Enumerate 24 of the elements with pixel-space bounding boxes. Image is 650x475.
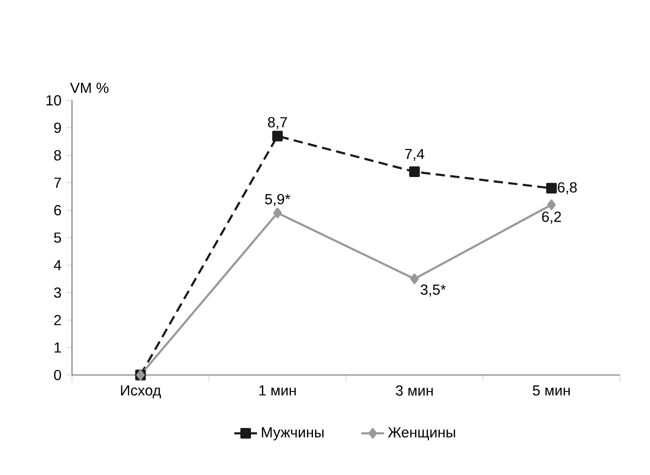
y-tick-label: 9: [54, 122, 61, 133]
y-tick-label: 1: [54, 342, 61, 353]
data-label: 3,5*: [420, 284, 446, 297]
legend-label: Мужчины: [262, 427, 324, 440]
y-axis-title: VM %: [70, 82, 108, 93]
y-tick-label: 8: [54, 150, 61, 160]
x-tick-label: 3 мин: [396, 385, 433, 396]
y-tick-label: 0: [54, 370, 62, 380]
y-tick-label: 2: [54, 314, 61, 326]
data-label: 6,2: [542, 212, 561, 224]
legend-label: Женщины: [388, 427, 456, 440]
x-tick-label: 5 мин: [532, 385, 570, 396]
y-tick-label: 5: [54, 232, 62, 243]
data-label: 7,4: [405, 148, 424, 161]
y-tick-label: 6: [54, 205, 61, 216]
y-tick-label: 3: [54, 287, 61, 298]
data-label: 8,7: [268, 117, 287, 130]
x-tick-label: 1 мин: [259, 385, 296, 396]
x-tick-label: Исход: [121, 385, 161, 398]
y-tick-label: 10: [46, 95, 62, 106]
data-label: 5,9*: [265, 194, 290, 206]
y-tick-label: 4: [54, 260, 62, 270]
data-label: 6,8: [558, 182, 577, 194]
y-tick-label: 7: [54, 178, 61, 188]
